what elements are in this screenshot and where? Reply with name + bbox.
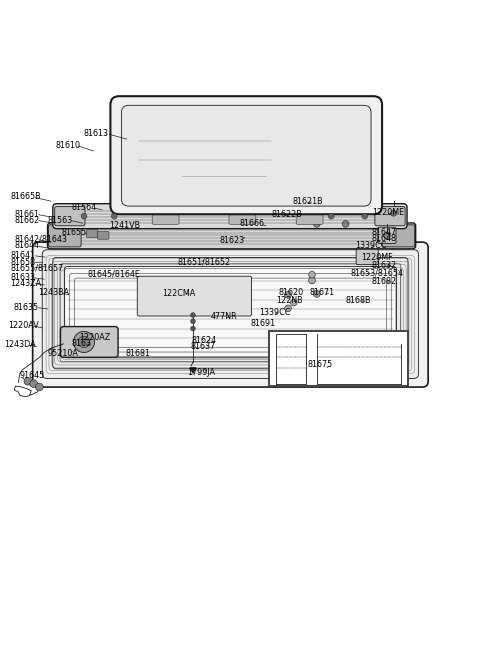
Text: 122NB: 122NB xyxy=(276,296,302,305)
Circle shape xyxy=(111,214,117,219)
FancyBboxPatch shape xyxy=(48,223,416,249)
Circle shape xyxy=(191,319,195,324)
Text: 1339CC: 1339CC xyxy=(355,241,386,250)
Circle shape xyxy=(362,214,368,219)
Polygon shape xyxy=(190,368,196,373)
Text: 81623: 81623 xyxy=(220,236,245,244)
Text: 81655: 81655 xyxy=(61,228,87,237)
FancyBboxPatch shape xyxy=(53,258,408,369)
Text: 81671: 81671 xyxy=(310,288,335,298)
Text: 1243ZA: 1243ZA xyxy=(11,279,42,288)
Text: 81681: 81681 xyxy=(126,349,151,358)
Circle shape xyxy=(309,277,315,284)
Text: 81665B: 81665B xyxy=(11,193,41,202)
Text: 81564: 81564 xyxy=(71,203,96,212)
Text: 81613: 81613 xyxy=(84,129,109,138)
Text: 1339CC: 1339CC xyxy=(259,307,290,317)
FancyBboxPatch shape xyxy=(296,209,323,224)
Text: 81655/81657: 81655/81657 xyxy=(11,263,64,273)
Circle shape xyxy=(285,305,291,311)
Circle shape xyxy=(309,271,315,278)
Circle shape xyxy=(191,326,195,331)
Circle shape xyxy=(191,313,195,317)
Text: 81645/8164E: 81645/8164E xyxy=(87,269,140,279)
FancyBboxPatch shape xyxy=(86,229,98,237)
Text: 81621B: 81621B xyxy=(293,197,324,206)
Circle shape xyxy=(73,331,95,353)
Circle shape xyxy=(36,383,43,391)
Circle shape xyxy=(313,221,320,227)
Circle shape xyxy=(342,221,349,227)
FancyBboxPatch shape xyxy=(55,206,85,226)
Text: 1243BA: 1243BA xyxy=(38,288,70,298)
Circle shape xyxy=(24,378,32,385)
FancyBboxPatch shape xyxy=(97,231,109,239)
Text: 1241VB: 1241VB xyxy=(109,221,141,230)
Text: 91645: 91645 xyxy=(19,371,45,380)
Text: 81622B: 81622B xyxy=(271,210,302,219)
Text: 1243DA: 1243DA xyxy=(4,340,36,350)
Text: 81624: 81624 xyxy=(191,336,216,344)
Text: 81658: 81658 xyxy=(11,258,36,267)
Text: 81662: 81662 xyxy=(14,215,39,225)
Circle shape xyxy=(78,336,90,348)
Text: 81635: 81635 xyxy=(13,303,38,312)
Text: 81682: 81682 xyxy=(372,277,397,286)
FancyBboxPatch shape xyxy=(121,105,371,206)
Circle shape xyxy=(391,210,396,216)
Text: 81637: 81637 xyxy=(190,342,215,351)
Circle shape xyxy=(328,214,334,219)
Circle shape xyxy=(313,290,320,298)
Text: 81620: 81620 xyxy=(278,288,303,298)
Text: 81644: 81644 xyxy=(14,241,39,250)
Circle shape xyxy=(290,299,297,306)
Text: 81641: 81641 xyxy=(11,251,36,260)
FancyBboxPatch shape xyxy=(378,227,396,244)
Text: 81666: 81666 xyxy=(239,219,264,229)
Text: 1799JA: 1799JA xyxy=(187,368,215,377)
Text: 1220MF: 1220MF xyxy=(361,253,393,262)
FancyBboxPatch shape xyxy=(53,204,407,229)
Text: 1220AZ: 1220AZ xyxy=(79,332,110,342)
Text: 8163: 8163 xyxy=(71,340,91,348)
Text: 81642/81643: 81642/81643 xyxy=(14,235,67,244)
FancyBboxPatch shape xyxy=(152,209,179,224)
Text: 1220ME: 1220ME xyxy=(372,208,404,217)
Text: 81653/81654: 81653/81654 xyxy=(350,268,403,277)
Text: 1220AV: 1220AV xyxy=(9,321,39,330)
Text: 81691: 81691 xyxy=(251,319,276,328)
Text: 81651/81652: 81651/81652 xyxy=(178,258,231,267)
FancyBboxPatch shape xyxy=(48,225,81,247)
Text: 81610: 81610 xyxy=(55,141,80,150)
FancyBboxPatch shape xyxy=(229,209,256,224)
FancyBboxPatch shape xyxy=(42,250,419,378)
Text: 81648: 81648 xyxy=(372,234,397,242)
FancyBboxPatch shape xyxy=(60,327,118,357)
Circle shape xyxy=(384,232,390,238)
FancyBboxPatch shape xyxy=(110,96,382,214)
Circle shape xyxy=(285,292,291,298)
FancyBboxPatch shape xyxy=(137,276,252,316)
Text: 81661: 81661 xyxy=(14,210,39,219)
FancyBboxPatch shape xyxy=(382,225,415,247)
Text: 81632: 81632 xyxy=(372,261,397,269)
FancyBboxPatch shape xyxy=(64,267,396,358)
Text: 477NR: 477NR xyxy=(210,313,237,321)
Text: 95210A: 95210A xyxy=(47,349,78,358)
FancyBboxPatch shape xyxy=(356,249,378,265)
Text: 122CMA: 122CMA xyxy=(162,290,195,298)
FancyBboxPatch shape xyxy=(33,242,428,387)
Text: 81675: 81675 xyxy=(307,359,333,369)
Text: 81633: 81633 xyxy=(11,273,36,282)
Text: 81563: 81563 xyxy=(47,215,72,225)
FancyBboxPatch shape xyxy=(375,206,405,226)
Circle shape xyxy=(30,380,37,388)
Text: 81647: 81647 xyxy=(372,228,397,237)
Bar xyxy=(269,331,408,386)
Text: 8168B: 8168B xyxy=(346,296,371,305)
Circle shape xyxy=(81,214,87,219)
